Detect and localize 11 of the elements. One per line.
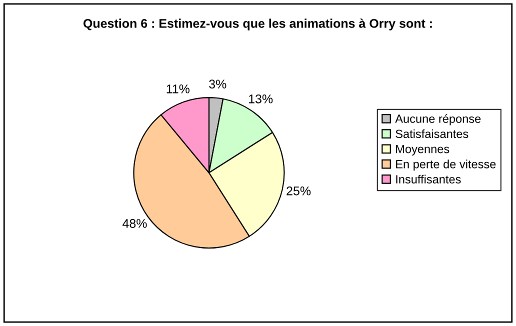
- legend-label: En perte de vitesse: [396, 160, 496, 171]
- data-label: 25%: [286, 186, 311, 196]
- legend-label: Satisfaisantes: [396, 129, 468, 138]
- data-label: 13%: [249, 94, 273, 104]
- chart-title: Question 6 : Estimez-vous que les animations à Orry sont :: [83, 18, 432, 30]
- data-label: 11%: [166, 84, 190, 94]
- legend-label: Aucune réponse: [395, 114, 481, 126]
- data-label: 48%: [122, 219, 147, 228]
- data-label: 3%: [209, 80, 226, 89]
- legend-label: Moyennes: [396, 144, 450, 156]
- legend-label: Insuffisantes: [396, 174, 461, 184]
